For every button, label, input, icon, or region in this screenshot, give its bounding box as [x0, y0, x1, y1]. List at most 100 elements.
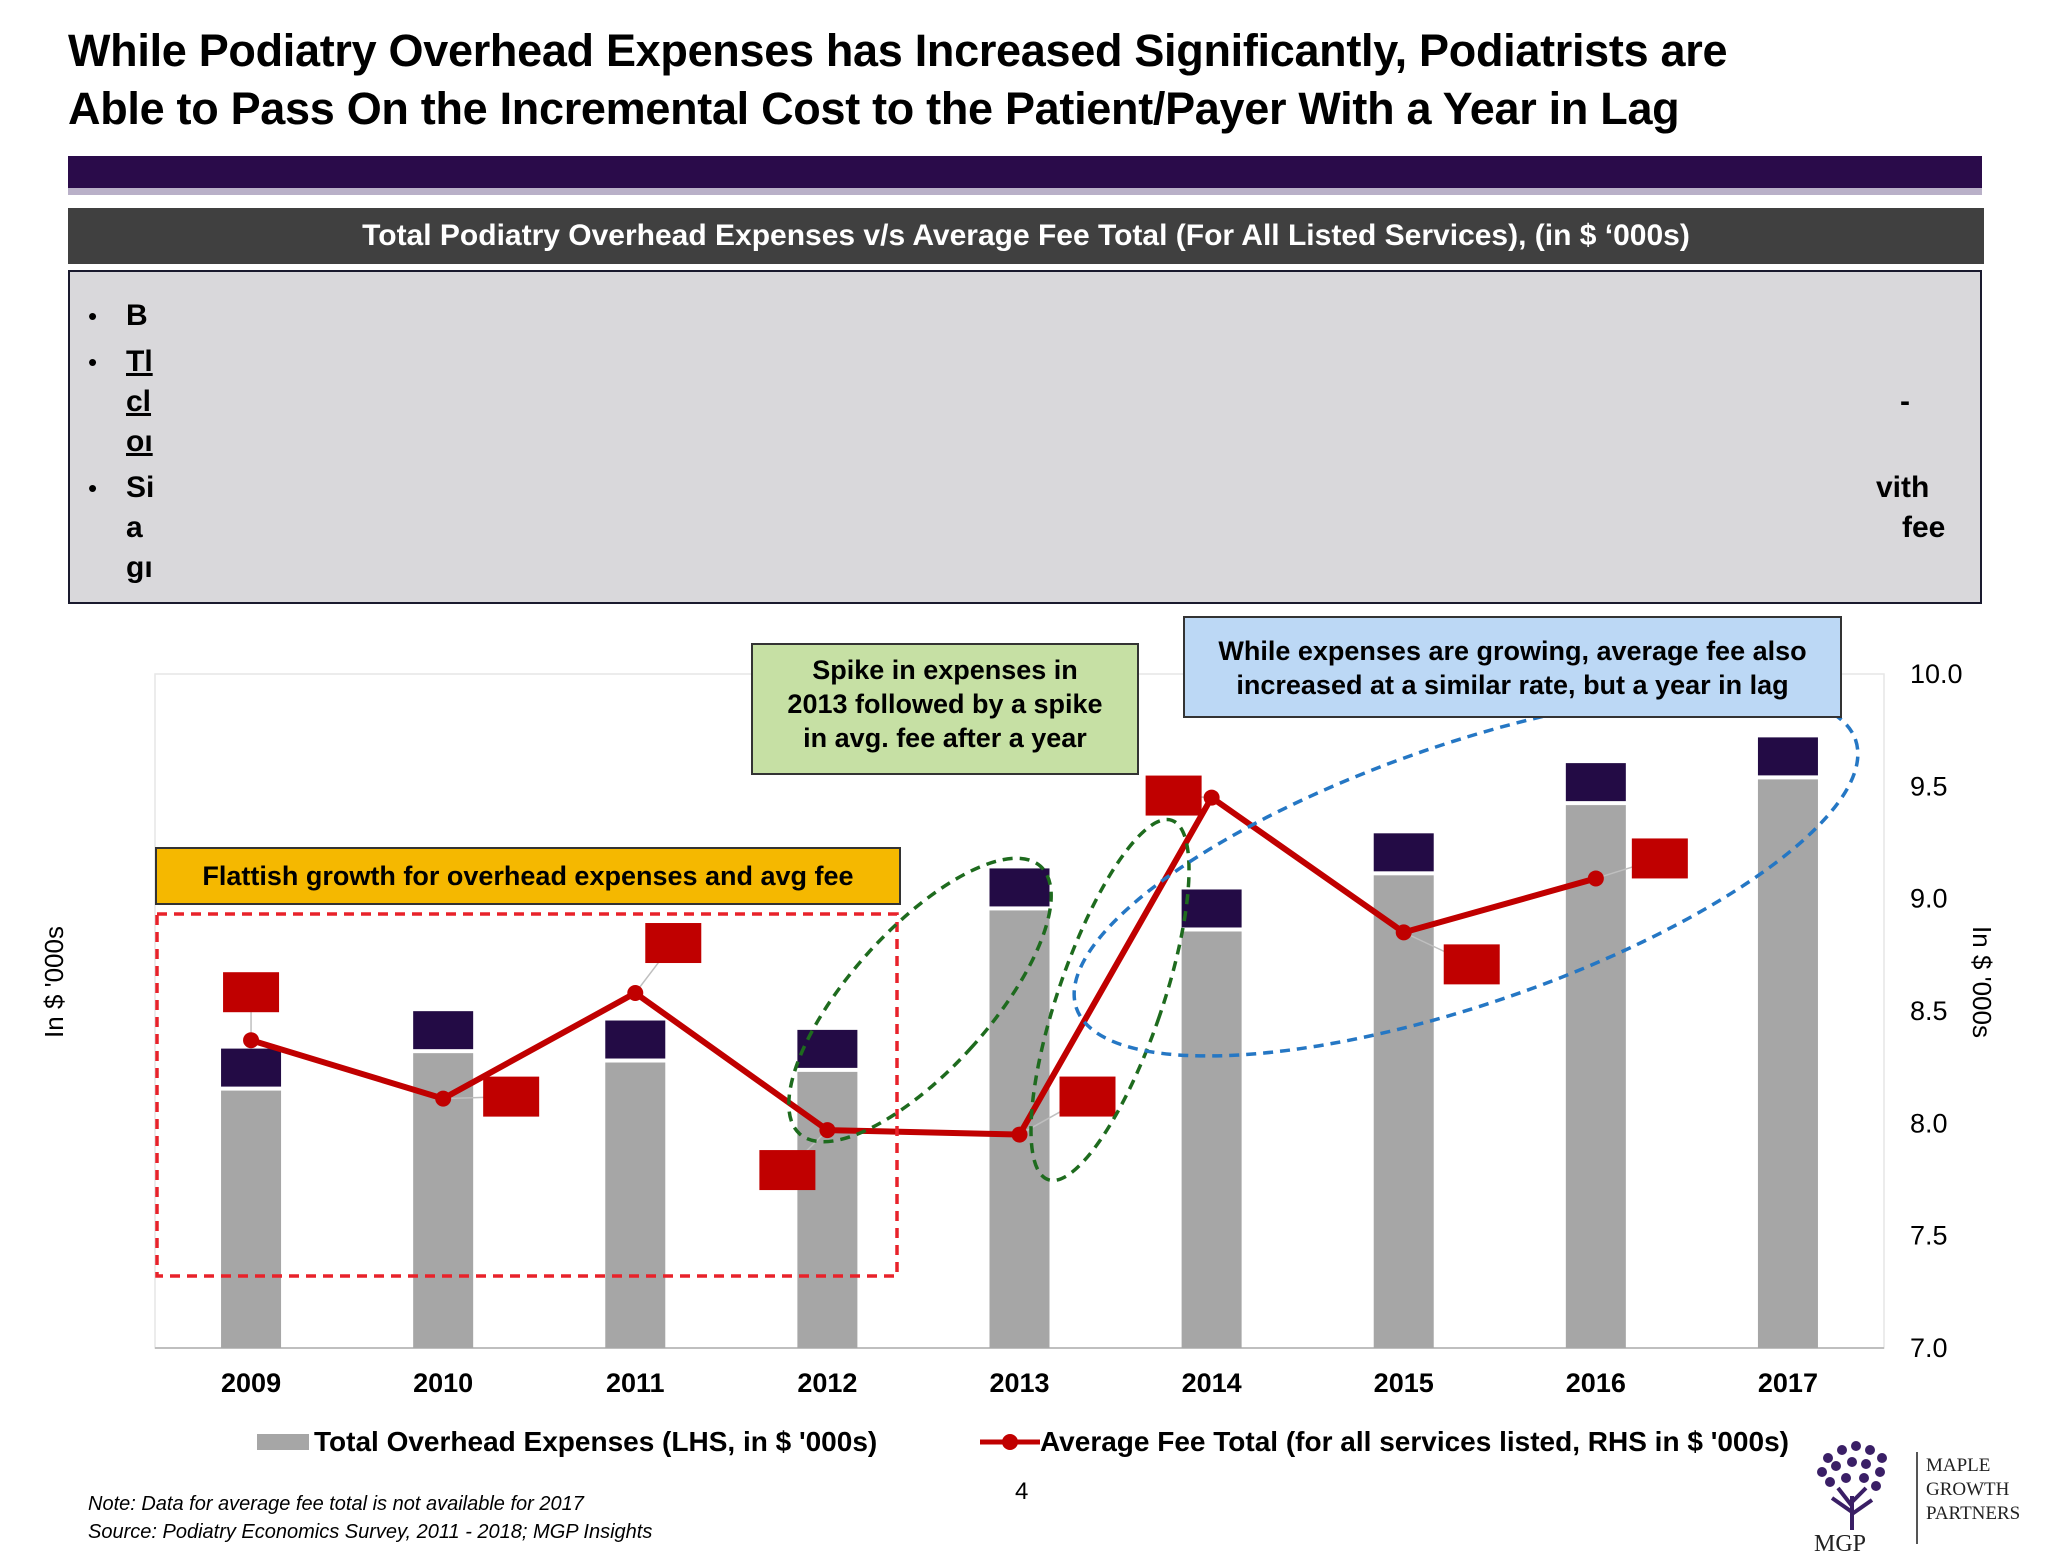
- y2-tick-label: 10.0: [1910, 659, 1963, 689]
- bullet-box: • B • Tl cl - oı • Si vith a fee gı: [68, 270, 1982, 604]
- growth-trend-highlight: [1072, 690, 1860, 1058]
- category-ticks: 2009 2010 2011 2012 2013 2014 2015 2016 2017: [221, 1368, 1818, 1398]
- logo-line-2: GROWTH: [1926, 1479, 2010, 1500]
- expense-bar-2014: [1181, 931, 1242, 1348]
- expense-label-box-2014: [1181, 889, 1242, 928]
- expense-label-box-2010: [413, 1011, 474, 1050]
- page-title: While Podiatry Overhead Expenses has Inc…: [68, 22, 1988, 138]
- bullet-3-line-3: gı: [126, 551, 153, 584]
- legend-bar-swatch: [257, 1434, 309, 1450]
- bullet-3-line-2: a: [126, 511, 143, 544]
- bullet-dot-1: •: [88, 301, 98, 331]
- logo-mark: MGP: [1814, 1531, 1867, 1557]
- bullet-3-line-2-end: fee: [1902, 511, 1946, 544]
- chart-legend: Total Overhead Expenses (LHS, in $ '000s…: [72, 1424, 1932, 1460]
- callout-spike-line-2: 2013 followed by a spike: [787, 689, 1103, 719]
- bullet-1-text: B: [126, 299, 148, 332]
- line-series: [250, 794, 1597, 1138]
- logo-divider: [1916, 1452, 1918, 1544]
- fee-point-2012: [819, 1122, 836, 1139]
- company-logo: MGP MAPLE GROWTH PARTNERS: [1800, 1440, 2040, 1560]
- chart-header: Total Podiatry Overhead Expenses v/s Ave…: [68, 208, 1984, 264]
- y-axis-left-label: In $ '000s: [39, 926, 69, 1038]
- x-tick-label: 2017: [1758, 1368, 1818, 1398]
- logo-line-1: MAPLE: [1926, 1455, 1991, 1476]
- y2-tick-label: 8.5: [1910, 996, 1948, 1026]
- expense-bar-2016: [1565, 805, 1626, 1348]
- y2-tick-label: 8.0: [1910, 1108, 1948, 1138]
- bar-label-boxes: [221, 737, 1818, 1087]
- expense-label-box-2011: [605, 1020, 666, 1059]
- line-label-boxes: [223, 775, 1688, 1191]
- expense-bar-2009: [221, 1090, 282, 1348]
- x-tick-label: 2016: [1566, 1368, 1626, 1398]
- logo-line-3: PARTNERS: [1926, 1503, 2021, 1524]
- expense-label-box-2012: [797, 1029, 858, 1068]
- callout-grow-line-2: increased at a similar rate, but a year …: [1236, 670, 1789, 700]
- bullet-3-line-1-end: vith: [1876, 471, 1930, 504]
- fee-point-2009: [243, 1032, 260, 1049]
- footnote-line-1: Note: Data for average fee total is not …: [88, 1493, 584, 1515]
- maple-tree-icon: [1817, 1441, 1887, 1530]
- axis-ticks: 10.0 9.5 9.0 8.5 8.0 7.5 7.0: [1910, 659, 1963, 1363]
- x-tick-label: 2013: [989, 1368, 1049, 1398]
- x-tick-label: 2015: [1374, 1368, 1434, 1398]
- x-tick-label: 2011: [606, 1368, 665, 1398]
- title-line-1: While Podiatry Overhead Expenses has Inc…: [68, 25, 1728, 76]
- callout-similar-growth: While expenses are growing, average fee …: [1183, 616, 1842, 718]
- fee-point-2015: [1395, 924, 1412, 941]
- annotation-shapes: [155, 690, 1860, 1278]
- y2-tick-label: 9.5: [1910, 771, 1948, 801]
- fee-point-2016: [1587, 870, 1604, 887]
- x-tick-label: 2012: [797, 1368, 857, 1398]
- legend-line-label: Average Fee Total (for all services list…: [1040, 1426, 1789, 1457]
- expense-label-box-2009: [221, 1048, 282, 1087]
- fee-line: [250, 794, 1597, 1138]
- bullet-dot-2: •: [88, 347, 98, 377]
- bullet-dot-3: •: [88, 473, 98, 503]
- flat-period-highlight: [155, 912, 899, 1278]
- fee-point-2011: [627, 985, 644, 1002]
- x-tick-label: 2009: [221, 1368, 281, 1398]
- bullet-2-line-2-end: -: [1900, 385, 1910, 418]
- expense-bar-2011: [605, 1062, 666, 1348]
- legend-bar-label: Total Overhead Expenses (LHS, in $ '000s…: [314, 1426, 878, 1457]
- spike-2014-highlight: [1029, 817, 1191, 1183]
- callout-grow-line-1: While expenses are growing, average fee …: [1218, 636, 1807, 666]
- fee-label-box-2014: [1145, 775, 1202, 816]
- fee-label-box-2012: [759, 1150, 816, 1191]
- legend-line-swatch: [980, 1434, 1040, 1450]
- y2-tick-label: 7.0: [1910, 1333, 1948, 1363]
- page-number: 4: [1015, 1478, 1029, 1505]
- fee-point-2010: [435, 1090, 452, 1107]
- y2-tick-label: 7.5: [1910, 1221, 1948, 1251]
- fee-label-box-2011: [645, 923, 702, 964]
- line-points: [243, 789, 1604, 1143]
- title-line-2: Able to Pass On the Incremental Cost to …: [68, 83, 1680, 134]
- y2-tick-label: 9.0: [1910, 884, 1948, 914]
- callout-spike: Spike in expenses in 2013 followed by a …: [751, 643, 1139, 775]
- bullet-2-line-3: oı: [126, 425, 153, 458]
- bullet-3-line-1: Si: [126, 471, 155, 504]
- x-tick-label: 2014: [1182, 1368, 1242, 1398]
- fee-label-box-2010: [483, 1076, 540, 1117]
- callout-flattish-growth: Flattish growth for overhead expenses an…: [155, 847, 901, 905]
- y-axis-right-label: In $ '000s: [1967, 926, 1997, 1038]
- bullet-2-line-2: cl: [126, 385, 152, 418]
- spike-2013-highlight: [787, 856, 1053, 1144]
- title-accent-bar: [68, 156, 1982, 195]
- expense-label-box-2017: [1757, 737, 1818, 776]
- footnote: Note: Data for average fee total is not …: [88, 1490, 652, 1546]
- callout-spike-line-1: Spike in expenses in: [812, 655, 1078, 685]
- callout-spike-line-3: in avg. fee after a year: [803, 723, 1087, 753]
- fee-label-box-2013: [1059, 1076, 1116, 1117]
- x-tick-label: 2010: [413, 1368, 473, 1398]
- fee-label-box-2016: [1631, 838, 1688, 879]
- expense-label-box-2015: [1373, 833, 1434, 872]
- fee-point-2014: [1203, 789, 1220, 806]
- footnote-line-2: Source: Podiatry Economics Survey, 2011 …: [88, 1521, 653, 1543]
- expense-label-box-2016: [1565, 763, 1626, 802]
- fee-label-box-2015: [1443, 944, 1500, 985]
- fee-label-box-2009: [223, 972, 280, 1013]
